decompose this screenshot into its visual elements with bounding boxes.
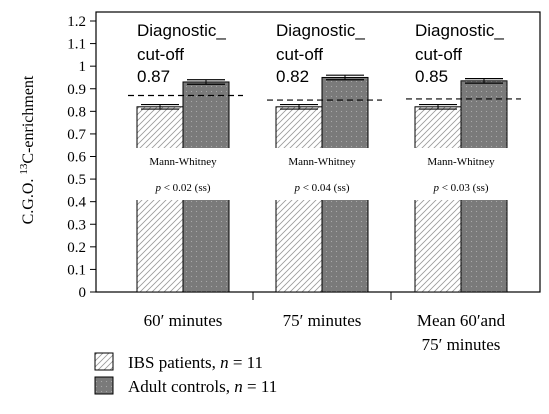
y-tick-label: 0.1 (67, 262, 86, 278)
annotations-layer: Diagnostic_ cut-off 0.87 Mann-Whitney p < 0.… (117, 21, 527, 200)
y-tick-label: 0.7 (67, 127, 86, 143)
test-name: Mann-Whitney (427, 156, 495, 168)
y-tick-label: 1.1 (67, 37, 86, 53)
cutoff-label: Diagnostic_ (276, 21, 365, 40)
x-tick-label: 75′ minutes (283, 311, 362, 330)
test-box (117, 148, 249, 200)
y-tick-label: 0.4 (67, 195, 86, 211)
legend-label-control: Adult controls, n = 11 (128, 377, 277, 396)
p-value: p < 0.02 (ss) (154, 182, 210, 194)
y-tick-label: 0.5 (67, 172, 86, 188)
y-tick-label: 0.8 (67, 104, 86, 120)
y-tick-label: 1.2 (67, 14, 86, 30)
y-tick-label: 0.2 (67, 240, 86, 256)
axes: 0 0.1 0.2 0.3 0.4 0.5 0.6 0.7 0.8 0.9 1 1.1 1.2 C.G.O… (18, 11, 541, 354)
y-tick-label: 0.3 (67, 217, 86, 233)
cutoff-label-line2: cut-off (137, 45, 184, 64)
cutoff-label: Diagnostic_ (415, 21, 504, 40)
cutoff-value: 0.82 (276, 67, 309, 86)
x-tick-label-line2: 75′ minutes (422, 335, 501, 354)
cutoff-label-line2: cut-off (415, 45, 462, 64)
y-tick-label: 0.9 (67, 82, 86, 98)
cutoff-value: 0.85 (415, 67, 448, 86)
cutoff-value: 0.87 (137, 67, 170, 86)
p-value: p < 0.03 (ss) (432, 182, 488, 194)
cutoff-label: Diagnostic_ (137, 21, 226, 40)
y-tick-label: 0 (79, 285, 87, 301)
y-tick-label: 1 (79, 59, 87, 75)
legend: IBS patients, n = 11 Adult controls, n = … (94, 352, 277, 396)
legend-label-ibs: IBS patients, n = 11 (128, 353, 263, 372)
p-value: p < 0.04 (ss) (293, 182, 349, 194)
legend-swatch-control (94, 376, 114, 395)
test-name: Mann-Whitney (149, 156, 217, 168)
cutoff-label-line2: cut-off (276, 45, 323, 64)
x-tick-label: 60′ minutes (144, 311, 223, 330)
test-name: Mann-Whitney (288, 156, 356, 168)
y-axis-label: C.G.O. 13C-enrichment (18, 75, 37, 224)
legend-swatch-ibs (94, 352, 114, 371)
test-box (395, 148, 527, 200)
y-tick-label: 0.6 (67, 150, 86, 166)
test-box (256, 148, 388, 200)
x-tick-label: Mean 60′and (417, 311, 506, 330)
